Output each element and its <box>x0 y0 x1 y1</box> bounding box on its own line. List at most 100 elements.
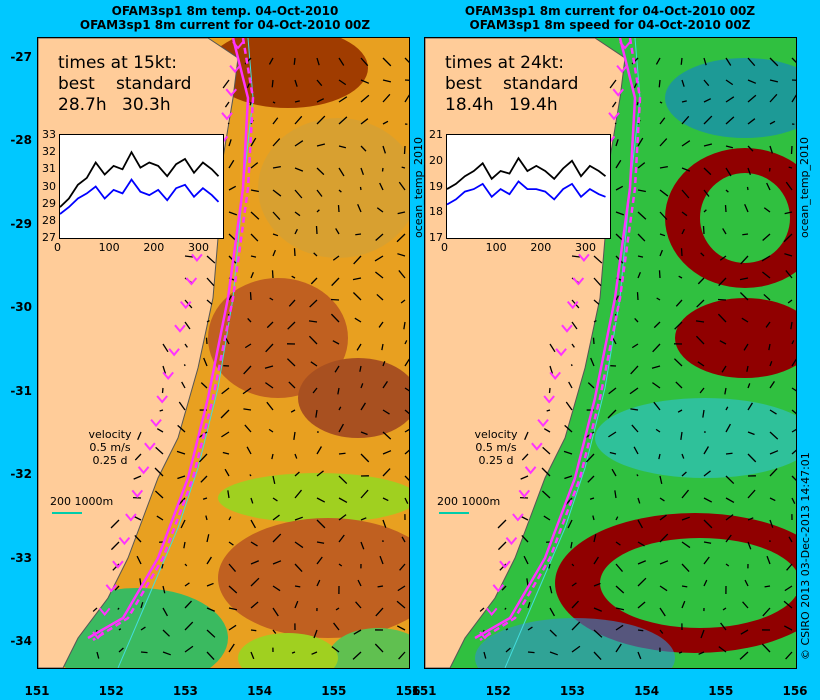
current-vector <box>382 409 390 415</box>
current-vector <box>92 607 98 612</box>
current-vector <box>764 585 771 588</box>
current-vector <box>227 490 230 499</box>
current-vector <box>294 167 304 172</box>
current-vector <box>505 628 509 631</box>
current-vector <box>659 165 668 169</box>
longitude-tick-left: 153 <box>172 684 198 698</box>
current-vector <box>110 519 120 529</box>
current-vector <box>137 431 142 440</box>
current-vector <box>178 401 186 411</box>
left-inset-chart <box>59 134 224 239</box>
inset-y-tick: 29 <box>42 196 56 210</box>
route-chevron <box>561 324 573 333</box>
current-vector <box>681 563 690 573</box>
current-vector <box>630 365 639 375</box>
longitude-tick-right: 153 <box>559 684 585 698</box>
route-chevron <box>191 253 203 262</box>
current-vector <box>250 541 258 547</box>
current-vector <box>338 57 345 66</box>
current-vector <box>587 475 595 483</box>
current-vector <box>184 600 193 609</box>
current-vector <box>382 468 391 477</box>
current-vector <box>700 252 705 257</box>
current-vector <box>769 431 779 440</box>
inset-x-tick: 200 <box>530 241 552 254</box>
current-vector <box>403 321 406 330</box>
current-vector <box>523 555 529 565</box>
current-vector <box>247 317 252 323</box>
current-vector <box>401 536 406 543</box>
current-vector <box>787 299 793 304</box>
current-vector <box>659 585 668 592</box>
current-vector <box>404 94 409 103</box>
current-vector <box>357 579 362 587</box>
current-vector <box>291 651 296 654</box>
current-vector <box>228 295 232 301</box>
ocean-feature <box>600 538 796 628</box>
current-vector <box>221 431 230 438</box>
current-vector <box>360 167 365 176</box>
current-vector <box>161 563 164 569</box>
current-vector <box>382 431 392 440</box>
current-vector <box>549 651 558 656</box>
current-vector <box>338 116 348 125</box>
current-vector <box>673 358 683 367</box>
inset-y-tick: 17 <box>429 231 443 244</box>
current-vector <box>769 79 779 83</box>
inset-series-line <box>59 150 220 208</box>
right-velocity-title: velocity <box>474 428 518 441</box>
current-vector <box>330 298 340 301</box>
current-vector <box>791 57 796 63</box>
current-vector <box>382 450 392 455</box>
current-vector <box>721 365 727 373</box>
current-vector <box>250 497 254 504</box>
inset-y-tick: 33 <box>42 128 56 141</box>
current-vector <box>331 646 340 653</box>
current-vector <box>747 489 756 499</box>
longitude-tick-left: 154 <box>247 684 273 698</box>
route-chevron <box>174 324 186 333</box>
current-vector <box>381 167 384 172</box>
current-vector <box>243 408 252 411</box>
longitude-tick-right: 155 <box>708 684 734 698</box>
current-vector <box>587 382 595 389</box>
right-velocity-speed: 0.5 m/s <box>475 441 517 454</box>
current-vector <box>565 401 573 411</box>
left-depth-legend-line <box>52 512 82 514</box>
current-vector <box>293 431 296 440</box>
current-vector <box>154 490 164 499</box>
current-vector <box>747 118 756 125</box>
current-vector <box>398 270 406 279</box>
current-vector <box>790 321 793 330</box>
current-vector <box>615 516 619 521</box>
current-vector <box>593 299 600 305</box>
current-vector <box>747 383 751 389</box>
inset-x-tick: 200 <box>143 241 165 254</box>
current-vector <box>791 358 796 367</box>
current-vector <box>725 189 729 193</box>
current-vector <box>272 607 279 617</box>
current-vector <box>637 272 641 279</box>
current-vector <box>338 145 347 149</box>
current-vector <box>541 490 551 499</box>
isobath-200m <box>117 38 254 668</box>
current-vector <box>133 475 142 480</box>
current-vector <box>703 189 710 197</box>
current-vector <box>271 270 274 279</box>
current-vector <box>206 556 212 565</box>
latitude-tick: -27 <box>10 49 32 64</box>
current-vector <box>725 497 735 503</box>
speed-map <box>425 38 796 668</box>
ocean-feature <box>328 628 409 668</box>
isobath-200m <box>504 38 641 668</box>
route-chevron <box>144 442 156 451</box>
current-vector <box>200 382 208 389</box>
current-vector <box>681 541 691 549</box>
current-vector <box>338 79 347 86</box>
current-vector <box>659 211 668 221</box>
current-vector <box>652 343 661 353</box>
current-vector <box>272 497 278 502</box>
latitude-tick: -31 <box>10 383 32 398</box>
current-vector <box>311 651 318 655</box>
current-vector <box>404 449 409 455</box>
